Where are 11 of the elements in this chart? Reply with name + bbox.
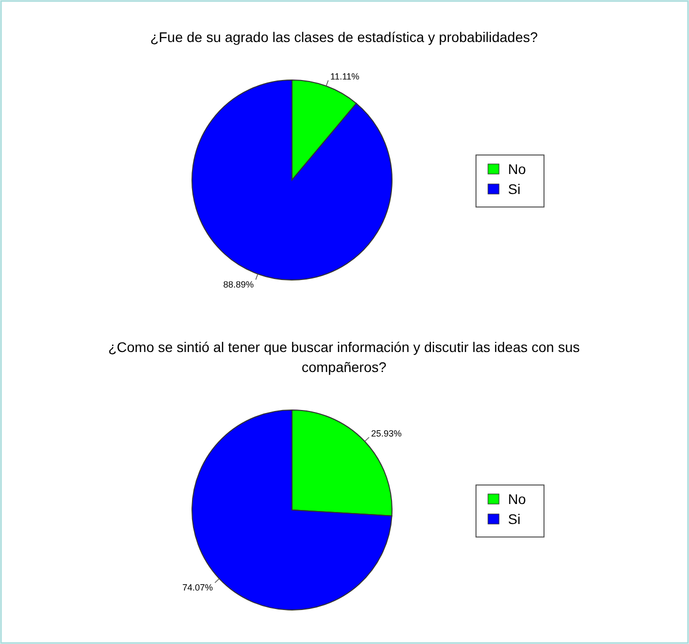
legend-label: Si [508,511,520,527]
data-label: 11.11% [330,71,360,82]
data-label: 88.89% [223,280,254,290]
legend-label: No [508,161,526,177]
data-label: 25.93% [371,428,402,438]
pie-slice [192,80,392,280]
chart-title: ¿Fue de su agrado las clases de estadística y probabilidades? [150,29,538,45]
legend-label: No [508,491,526,507]
legend-label: Si [508,181,520,197]
data-label: 74.07% [182,582,213,593]
chart-title: ¿Como se sintió al tener que buscar información y discutir las ideas con sus compañeros? [108,339,580,375]
